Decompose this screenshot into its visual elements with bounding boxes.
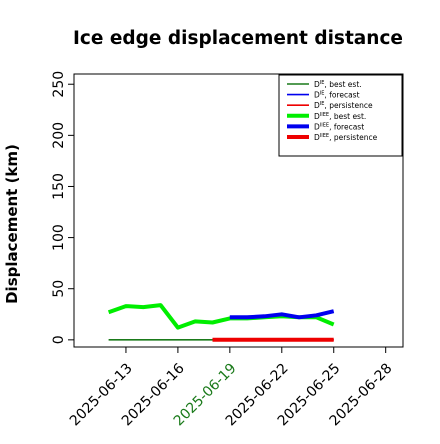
legend-label-main: D [314, 91, 320, 100]
legend-label-rest: , forecast [324, 91, 359, 100]
y-axis: 0 50 100 150 200 250 [51, 71, 74, 344]
legend-label-sup: IE [320, 91, 325, 97]
legend-label-rest: , best est. [324, 80, 361, 89]
legend-label-sup: IIEE [320, 122, 329, 128]
legend-label-sup: IIEE [320, 112, 329, 118]
legend-label: DIIEE, persistence [314, 133, 378, 142]
legend-label-sup: IE [320, 80, 325, 86]
legend-label-rest: , forecast [329, 122, 364, 131]
series-layer [107, 303, 335, 342]
legend-label: DIE, best est. [314, 80, 362, 89]
y-tick-label: 150 [51, 173, 67, 200]
series-line [229, 309, 335, 320]
y-tick-label: 250 [51, 71, 67, 98]
plot-frame [73, 73, 404, 348]
legend-label-main: D [314, 122, 320, 131]
legend-label-sup: IIEE [320, 133, 329, 139]
x-axis: 2025-06-132025-06-162025-06-192025-06-22… [67, 347, 396, 429]
legend-label: DIE, forecast [314, 91, 360, 100]
legend-label-main: D [314, 80, 320, 89]
legend-label: DIIEE, best est. [314, 112, 366, 121]
legend-label-rest: , best est. [329, 112, 366, 121]
chart-title: Ice edge displacement distance [73, 28, 403, 49]
y-axis-label: Displacement (km) [3, 144, 21, 304]
legend-label-rest: , persistence [324, 101, 373, 110]
y-tick-label: 100 [51, 224, 67, 251]
y-tick-label: 50 [51, 280, 67, 298]
legend-label-main: D [314, 112, 320, 121]
legend-label: DIIEE, forecast [314, 122, 364, 131]
legend-label-rest: , persistence [329, 133, 378, 142]
y-tick-label: 0 [51, 335, 67, 344]
legend-label-main: D [314, 101, 320, 110]
y-tick-label: 200 [51, 122, 67, 149]
legend-label: DIE, persistence [314, 101, 373, 110]
legend-label-sup: IE [320, 101, 325, 107]
legend-label-main: D [314, 133, 320, 142]
